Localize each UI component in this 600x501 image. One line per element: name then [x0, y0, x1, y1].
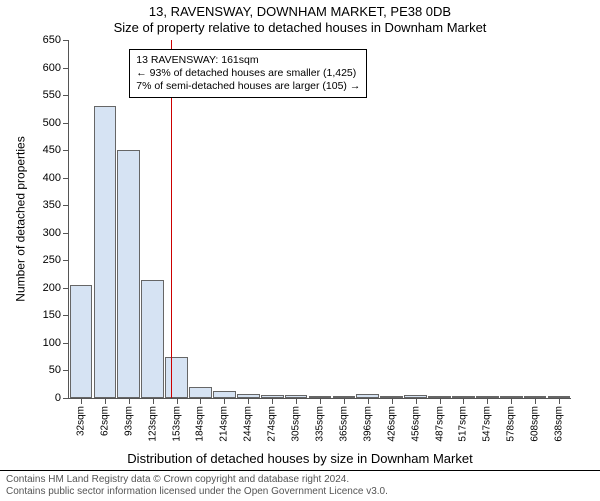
y-tick-label: 300: [43, 227, 61, 239]
footer: Contains HM Land Registry data © Crown c…: [0, 470, 600, 501]
x-tick: [463, 398, 464, 404]
y-tick: [63, 260, 69, 261]
title-line-2: Size of property relative to detached ho…: [0, 20, 600, 36]
y-tick: [63, 95, 69, 96]
x-tick-label: 487sqm: [434, 406, 445, 442]
histogram-bar: [165, 357, 188, 398]
x-tick-label: 153sqm: [171, 406, 182, 442]
x-axis-title: Distribution of detached houses by size …: [0, 451, 600, 466]
x-tick-label: 365sqm: [338, 406, 349, 442]
histogram-bar: [213, 391, 236, 398]
x-tick: [81, 398, 82, 404]
annotation-line: 13 RAVENSWAY: 161sqm: [136, 54, 360, 67]
y-tick-label: 650: [43, 34, 61, 46]
y-tick: [63, 178, 69, 179]
chart-title: 13, RAVENSWAY, DOWNHAM MARKET, PE38 0DB …: [0, 0, 600, 37]
y-axis-title-wrap: Number of detached properties: [14, 40, 28, 398]
y-tick-label: 50: [49, 364, 61, 376]
x-tick-label: 62sqm: [99, 406, 110, 436]
x-tick: [368, 398, 369, 404]
histogram-bar: [70, 285, 93, 398]
y-tick-label: 100: [43, 337, 61, 349]
y-tick-label: 600: [43, 62, 61, 74]
y-tick: [63, 370, 69, 371]
x-tick: [416, 398, 417, 404]
x-tick: [535, 398, 536, 404]
x-tick: [511, 398, 512, 404]
x-tick: [153, 398, 154, 404]
y-tick: [63, 315, 69, 316]
y-tick-label: 450: [43, 144, 61, 156]
annotation-box: 13 RAVENSWAY: 161sqm← 93% of detached ho…: [129, 49, 367, 98]
y-tick: [63, 40, 69, 41]
x-tick: [559, 398, 560, 404]
y-tick-label: 250: [43, 254, 61, 266]
x-tick: [344, 398, 345, 404]
plot-area: 0501001502002503003504004505005506006503…: [68, 40, 571, 399]
x-tick-label: 396sqm: [362, 406, 373, 442]
x-tick-label: 123sqm: [147, 406, 158, 442]
x-tick: [129, 398, 130, 404]
histogram-bar: [141, 280, 164, 398]
y-tick-label: 500: [43, 117, 61, 129]
annotation-line: 7% of semi-detached houses are larger (1…: [136, 80, 360, 93]
x-tick-label: 547sqm: [482, 406, 493, 442]
x-tick-label: 274sqm: [267, 406, 278, 442]
annotation-line: ← 93% of detached houses are smaller (1,…: [136, 67, 360, 80]
x-tick-label: 638sqm: [554, 406, 565, 442]
y-axis-title: Number of detached properties: [14, 136, 28, 301]
y-tick-label: 550: [43, 89, 61, 101]
x-tick: [272, 398, 273, 404]
x-tick: [105, 398, 106, 404]
y-tick-label: 350: [43, 199, 61, 211]
x-tick-label: 93sqm: [123, 406, 134, 436]
x-tick-label: 305sqm: [291, 406, 302, 442]
y-tick: [63, 398, 69, 399]
y-tick: [63, 343, 69, 344]
title-line-1: 13, RAVENSWAY, DOWNHAM MARKET, PE38 0DB: [0, 4, 600, 20]
x-tick: [200, 398, 201, 404]
y-tick: [63, 288, 69, 289]
x-tick: [177, 398, 178, 404]
x-tick: [320, 398, 321, 404]
x-tick: [224, 398, 225, 404]
x-tick-label: 32sqm: [75, 406, 86, 436]
footer-line-1: Contains HM Land Registry data © Crown c…: [6, 474, 594, 486]
y-tick-label: 0: [55, 392, 61, 404]
x-tick-label: 517sqm: [458, 406, 469, 442]
x-tick-label: 214sqm: [219, 406, 230, 442]
x-tick-label: 456sqm: [410, 406, 421, 442]
x-tick: [487, 398, 488, 404]
x-tick-label: 578sqm: [506, 406, 517, 442]
y-tick: [63, 150, 69, 151]
histogram-bar: [189, 387, 212, 398]
y-tick: [63, 123, 69, 124]
x-tick-label: 335sqm: [315, 406, 326, 442]
y-tick: [63, 68, 69, 69]
y-tick: [63, 233, 69, 234]
y-tick: [63, 205, 69, 206]
y-tick-label: 150: [43, 309, 61, 321]
x-tick: [296, 398, 297, 404]
x-tick-label: 426sqm: [386, 406, 397, 442]
x-tick-label: 184sqm: [195, 406, 206, 442]
footer-line-2: Contains public sector information licen…: [6, 486, 594, 498]
y-tick-label: 400: [43, 172, 61, 184]
x-tick-label: 608sqm: [530, 406, 541, 442]
x-tick: [440, 398, 441, 404]
x-tick: [392, 398, 393, 404]
y-tick-label: 200: [43, 282, 61, 294]
x-tick: [248, 398, 249, 404]
x-tick-label: 244sqm: [243, 406, 254, 442]
histogram-bar: [94, 106, 117, 398]
histogram-bar: [117, 150, 140, 398]
